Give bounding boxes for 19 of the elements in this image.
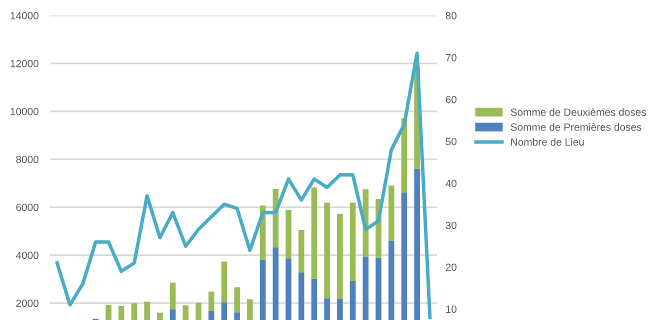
legend-label: Nombre de Lieu	[511, 138, 584, 146]
line-series	[55, 52, 432, 320]
y2-tick-label: 50	[446, 138, 457, 146]
legend-label: Somme de Premières doses	[510, 123, 642, 131]
y-tick-label: 2000	[16, 300, 38, 307]
y2-tick-label: 40	[446, 180, 457, 188]
legend-label: Somme de Deuxièmes doses	[510, 108, 646, 116]
y2-tick-label: 20	[446, 264, 457, 271]
y2-tick-label: 70	[446, 54, 457, 62]
y-tick-label: 12000	[10, 60, 38, 68]
y-tick-label: 6000	[16, 204, 38, 212]
y2-tick-label: 10	[446, 306, 457, 313]
y2-tick-label: 80	[446, 12, 457, 20]
y-tick-label: 14000	[10, 12, 38, 20]
y2-tick-label: 60	[446, 96, 457, 104]
y2-tick-label: 30	[446, 222, 457, 230]
y-tick-label: 4000	[16, 252, 38, 260]
y-tick-label: 8000	[16, 156, 38, 164]
y-tick-label: 10000	[10, 108, 38, 116]
